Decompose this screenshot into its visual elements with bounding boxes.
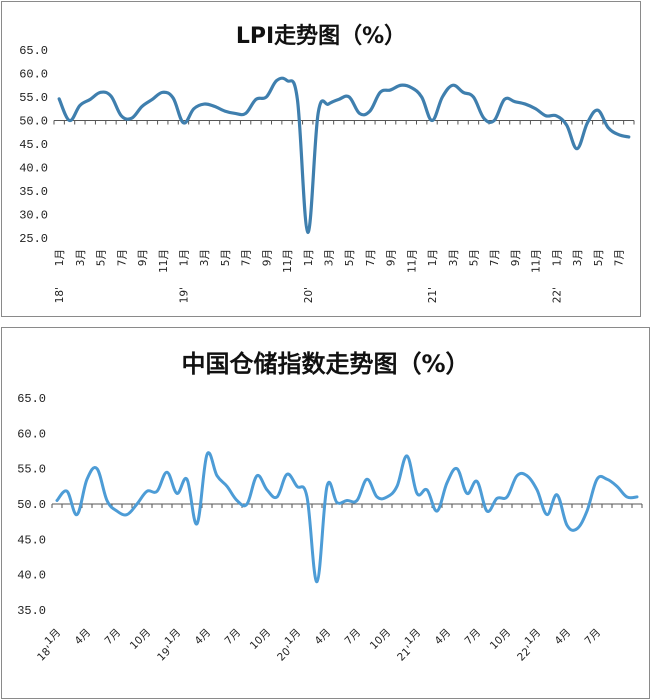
x-tick-label: 11月 <box>531 249 543 273</box>
x-tick-label: 9月 <box>137 249 149 266</box>
x-tick-label: 7月 <box>116 249 128 266</box>
x-tick-label: 4月 <box>432 627 453 648</box>
y-tick-label: 60.0 <box>19 68 48 82</box>
x-tick-label: 1月 <box>551 249 563 266</box>
x-tick-label: 9月 <box>261 249 273 266</box>
x-year-label: 19' <box>178 287 190 303</box>
lpi-chart-svg: 25.0 30.0 35.0 40.0 45.0 50.0 55.0 60.0 65.0 1月 3月… <box>19 44 635 303</box>
y-tick-label: 45.0 <box>19 138 48 152</box>
y-tick-label: 40.0 <box>17 569 46 583</box>
x-tick-label: 5月 <box>344 249 356 266</box>
y-tick-label: 45.0 <box>17 533 46 547</box>
x-tick-label: 11月 <box>282 249 294 273</box>
x-tick-label: 3月 <box>448 249 460 266</box>
x-year-label: 21' <box>427 287 439 303</box>
x-tick-label: 11月 <box>406 249 418 273</box>
x-tick-label: 7月 <box>241 249 253 266</box>
y-tick-label: 35.0 <box>17 604 46 618</box>
x-tick-label: 10月 <box>248 627 273 652</box>
warehouse-index-chart-title: 中国仓储指数走势图（%） <box>181 350 470 378</box>
x-tick-label: 7月 <box>365 249 377 266</box>
x-tick-label: 5月 <box>96 249 108 266</box>
x-year-label: 18' <box>35 644 55 664</box>
y-tick-label: 50.0 <box>19 115 48 129</box>
series-line <box>57 76 631 234</box>
x-tick-label: 4月 <box>72 627 93 648</box>
x-tick-label: 4月 <box>192 627 213 648</box>
lpi-chart-title: LPI走势图（%） <box>235 24 407 49</box>
x-tick-label: 7月 <box>102 627 123 648</box>
x-tick-label: 3月 <box>199 249 211 266</box>
series-line <box>55 451 639 584</box>
x-tick-label: 4月 <box>312 627 333 648</box>
x-tick-label: 3月 <box>323 249 335 266</box>
lpi-chart-panel: LPI走势图（%） 25.0 30.0 35.0 40.0 45.0 50.0 55.0 60… <box>1 1 641 317</box>
warehouse-index-chart-svg: 35.040.045.050.055.060.065.01月 4月 7月 10月 1月 4… <box>17 392 643 664</box>
x-year-label: 22' <box>515 644 535 664</box>
x-tick-label: 11月 <box>158 249 170 273</box>
x-tick-label: 1月 <box>303 249 315 266</box>
x-year-label: 21' <box>395 644 415 664</box>
x-tick-label: 7月 <box>613 249 625 266</box>
x-tick-label: 7月 <box>489 249 501 266</box>
x-year-label: 20' <box>275 644 295 664</box>
x-tick-label: 7月 <box>222 627 243 648</box>
x-tick-label: 1月 <box>427 249 439 266</box>
x-tick-label: 7月 <box>462 627 483 648</box>
x-year-label: 19' <box>155 644 175 664</box>
y-tick-label: 40.0 <box>19 162 48 176</box>
y-tick-label: 55.0 <box>19 91 48 105</box>
x-year-label: 20' <box>303 287 315 303</box>
y-tick-label: 55.0 <box>17 463 46 477</box>
y-tick-label: 60.0 <box>17 427 46 441</box>
x-tick-label: 10月 <box>128 627 153 652</box>
x-tick-label: 5月 <box>593 249 605 266</box>
x-tick-label: 10月 <box>368 627 393 652</box>
x-tick-label: 4月 <box>552 627 573 648</box>
y-tick-label: 50.0 <box>17 498 46 512</box>
x-tick-label: 9月 <box>510 249 522 266</box>
y-tick-label: 30.0 <box>19 209 48 223</box>
y-tick-label: 65.0 <box>17 392 46 406</box>
x-tick-label: 5月 <box>468 249 480 266</box>
x-tick-label: 9月 <box>386 249 398 266</box>
x-year-label: 18' <box>54 287 66 303</box>
x-tick-label: 3月 <box>75 249 87 266</box>
x-tick-label: 7月 <box>582 627 603 648</box>
x-tick-label: 10月 <box>488 627 513 652</box>
x-tick-label: 7月 <box>342 627 363 648</box>
y-tick-label: 65.0 <box>19 44 48 58</box>
x-year-label: 22' <box>551 287 563 303</box>
warehouse-index-chart-panel: 中国仓储指数走势图（%） 35.0 40.0 45.0 50.0 55.0 60.0 65.… <box>1 327 650 699</box>
y-tick-label: 25.0 <box>19 232 48 246</box>
y-tick-label: 35.0 <box>19 185 48 199</box>
x-tick-label: 5月 <box>220 249 232 266</box>
x-tick-label: 1月 <box>54 249 66 266</box>
x-tick-label: 3月 <box>572 249 584 266</box>
x-tick-label: 1月 <box>178 249 190 266</box>
